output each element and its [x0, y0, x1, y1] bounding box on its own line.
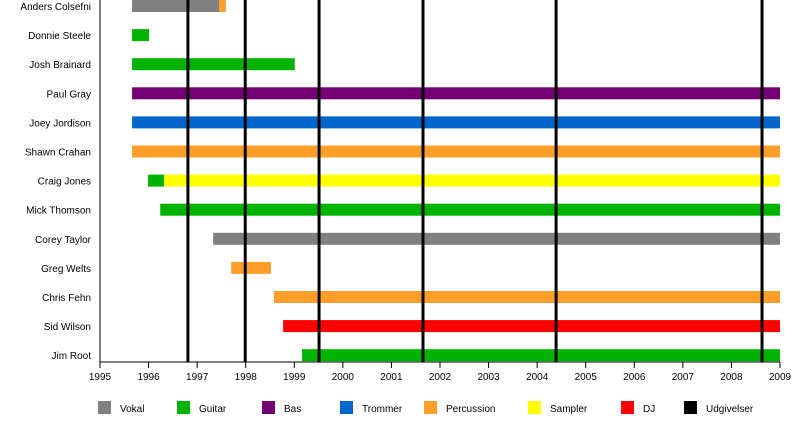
bar-sampler: [164, 174, 781, 187]
legend-label-dj: DJ: [643, 404, 655, 415]
x-tick-label: 1999: [283, 372, 306, 383]
bar-vokal: [132, 0, 219, 12]
legend-swatch-trommer: [340, 401, 353, 414]
member-label: Craig Jones: [38, 177, 91, 188]
x-tick-label: 1996: [137, 372, 160, 383]
x-tick-label: 2004: [526, 372, 549, 383]
legend-swatch-bas: [262, 401, 275, 414]
x-tick-label: 1998: [235, 372, 258, 383]
member-label: Anders Colsefni: [20, 2, 91, 13]
bar-percussion: [132, 145, 781, 158]
x-tick-label: 2006: [623, 372, 646, 383]
legend-label-vokal: Vokal: [120, 404, 144, 415]
member-label: Jim Root: [52, 351, 92, 362]
bar-vokal: [213, 232, 780, 245]
x-tick-label: 2003: [477, 372, 500, 383]
member-label: Chris Fehn: [42, 293, 91, 304]
bar-bas: [132, 87, 781, 100]
x-tick-label: 2005: [575, 372, 598, 383]
member-label: Greg Welts: [41, 264, 91, 275]
member-label: Shawn Crahan: [25, 148, 91, 159]
bar-trommer: [132, 116, 781, 129]
x-tick-label: 2001: [380, 372, 403, 383]
legend-swatch-sampler: [528, 401, 541, 414]
x-tick-label: 2009: [769, 372, 792, 383]
legend-label-guitar: Guitar: [199, 404, 227, 415]
legend-label-percussion: Percussion: [446, 404, 495, 415]
legend-label-trommer: Trommer: [362, 404, 403, 415]
member-label: Donnie Steele: [28, 31, 91, 42]
legend-label-sampler: Sampler: [550, 404, 588, 415]
member-label: Sid Wilson: [44, 322, 91, 333]
member-label: Josh Brainard: [29, 60, 91, 71]
bar-guitar: [302, 349, 780, 362]
bar-guitar: [160, 203, 780, 216]
bar-guitar: [132, 58, 295, 71]
x-tick-label: 2000: [332, 372, 355, 383]
legend-label-bas: Bas: [284, 404, 301, 415]
legend-swatch-dj: [621, 401, 634, 414]
member-label: Mick Thomson: [26, 206, 91, 217]
legend-label-udgivelser: Udgivelser: [706, 404, 754, 415]
member-label: Corey Taylor: [35, 235, 92, 246]
x-tick-label: 2007: [672, 372, 695, 383]
member-label: Joey Jordison: [29, 118, 91, 129]
bar-percussion: [231, 261, 271, 274]
x-tick-label: 1997: [186, 372, 209, 383]
legend-swatch-percussion: [424, 401, 437, 414]
legend-swatch-vokal: [98, 401, 111, 414]
bar-guitar: [132, 29, 150, 42]
bar-dj: [283, 320, 780, 333]
x-tick-label: 2002: [429, 372, 452, 383]
bar-percussion: [219, 0, 226, 12]
legend-swatch-guitar: [177, 401, 190, 414]
legend-swatch-udgivelser: [684, 401, 697, 414]
bar-guitar: [148, 174, 165, 187]
x-tick-label: 2008: [720, 372, 743, 383]
member-label: Paul Gray: [47, 89, 91, 100]
x-tick-label: 1995: [89, 372, 112, 383]
bar-percussion: [273, 291, 780, 303]
